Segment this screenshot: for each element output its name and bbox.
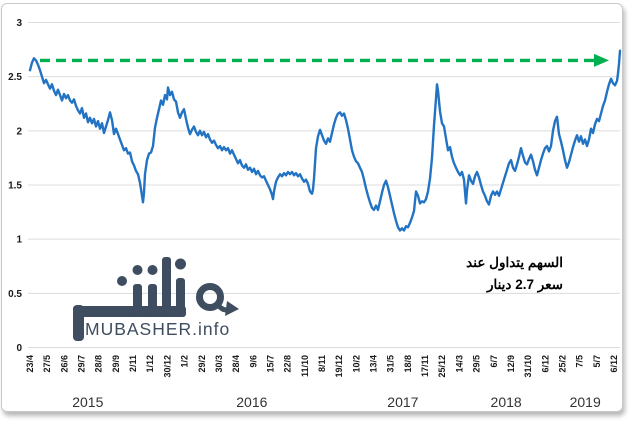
- x-axis-tick-label: 1/12: [145, 355, 155, 373]
- year-label: 2017: [387, 394, 418, 410]
- x-axis-tick-label: 18/8: [403, 355, 413, 373]
- logo-baseline-bar: [73, 306, 186, 317]
- year-label: 2018: [491, 394, 522, 410]
- x-axis-tick-label: 30/3: [214, 355, 224, 373]
- price-annotation: السهم يتداول عند سعر 2.7 دينار: [466, 252, 563, 296]
- annotation-line-1: السهم يتداول عند: [466, 255, 563, 270]
- x-axis-tick-label: 13/4: [369, 355, 379, 373]
- reference-arrowhead: [594, 53, 609, 67]
- x-axis-tick-label: 15/7: [265, 355, 275, 373]
- y-axis-label: 1.5: [8, 181, 22, 192]
- price-line-series: [28, 49, 622, 232]
- x-axis-tick-label: 31/10: [523, 355, 533, 378]
- logo-ring: [196, 283, 224, 311]
- x-axis-tick-label: 8/11: [317, 355, 327, 372]
- year-label: 2016: [236, 394, 267, 410]
- logo-alif-bar: [162, 257, 171, 317]
- x-axis-tick-label: 10/2: [351, 355, 361, 373]
- x-axis-tick-label: 26/6: [59, 355, 69, 373]
- logo-bar: [176, 278, 185, 317]
- x-axis-tick-label: 6/7: [489, 355, 499, 368]
- x-axis-tick-label: 22/8: [283, 355, 293, 373]
- x-axis-tick-label: 5/7: [592, 355, 602, 368]
- logo-tooth-bar: [148, 284, 157, 317]
- logo-dot: [132, 265, 143, 275]
- logo-arrow-head: [225, 301, 239, 316]
- x-axis-tick-label: 1/2: [180, 355, 190, 368]
- x-axis-tick-label: 29/7: [77, 355, 87, 373]
- x-axis-tick-label: 29/5: [472, 355, 482, 373]
- y-axis-label: 0.5: [8, 289, 22, 300]
- x-axis-tick-label: 17/11: [420, 355, 430, 377]
- x-axis-tick-label: 29/9: [111, 355, 121, 373]
- x-axis-tick-label: 23/4: [25, 355, 35, 373]
- x-axis-tick-label: 27/5: [42, 355, 52, 373]
- x-axis-tick-label: 9/6: [248, 355, 258, 368]
- year-label: 2015: [72, 394, 103, 410]
- x-axis-tick-label: 29/2: [197, 355, 207, 373]
- x-axis-tick-label: 2/11: [128, 355, 138, 372]
- x-axis-tick-label: 12/9: [506, 355, 516, 373]
- logo-dot: [147, 265, 158, 275]
- mubasher-logo: MUBASHER.info: [73, 257, 239, 341]
- annotation-line-2: سعر 2.7 دينار: [486, 277, 563, 292]
- y-axis-label: 2: [16, 126, 22, 137]
- mubasher-logo-mark: [73, 257, 239, 341]
- x-axis-tick-label: 6/12: [540, 355, 550, 373]
- x-axis-tick-label: 25/12: [437, 355, 447, 378]
- x-axis-tick-label: 25/2: [557, 355, 567, 373]
- logo-dot: [117, 276, 127, 286]
- logo-tooth-bar: [133, 284, 142, 317]
- y-axis-label: 2.5: [8, 72, 22, 83]
- x-axis-tick-label: 14/3: [454, 355, 464, 373]
- x-axis-tick-label: 6/12: [609, 355, 619, 373]
- chart-frame: [1, 3, 623, 412]
- x-axis-tick-label: 28/4: [231, 355, 241, 373]
- x-axis-tick-label: 11/10: [300, 355, 310, 377]
- y-axis-label: 3: [16, 18, 22, 29]
- y-axis-label: 1: [16, 235, 22, 246]
- x-axis-tick-label: 19/12: [334, 355, 344, 378]
- x-axis-tick-label: 31/5: [386, 355, 396, 373]
- logo-dot: [175, 258, 186, 270]
- x-axis-tick-label: 30/12: [162, 355, 172, 378]
- x-axis-tick-label: 28/8: [94, 355, 104, 373]
- x-axis-tick-label: 7/5: [575, 355, 585, 368]
- y-axis-label: 0: [16, 343, 22, 354]
- mubasher-logo-text: MUBASHER.info: [85, 319, 230, 339]
- mubasher-watermark: MUBASHER.info: [68, 250, 240, 344]
- year-label: 2019: [570, 394, 601, 410]
